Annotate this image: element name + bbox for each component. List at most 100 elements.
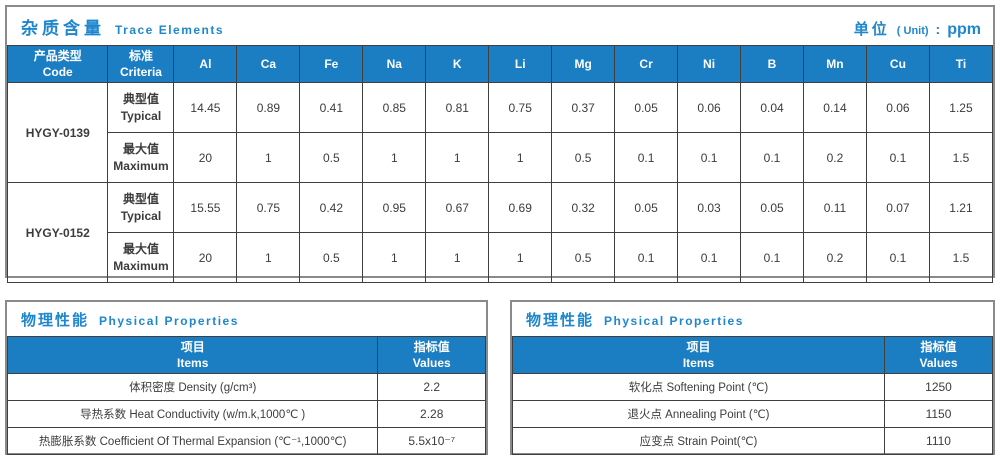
physical-right-header: 物理性能 Physical Properties	[512, 302, 993, 336]
column-header-values-zh: 指标值	[920, 339, 957, 354]
value-cell-ca: 1	[236, 232, 301, 283]
value-cell-ni: 0.06	[677, 82, 742, 133]
criteria-label-zh: 最大值	[122, 242, 159, 257]
value-cell-fe: 0.5	[299, 232, 364, 283]
column-header-values: 指标值 Values	[377, 336, 486, 374]
column-header-element-ni: Ni	[677, 45, 742, 83]
value-cell-al: 15.55	[173, 182, 238, 233]
value-cell-al: 20	[173, 232, 238, 283]
physical-right-title-zh: 物理性能	[526, 312, 595, 329]
trace-table-row: HYGY-0139 典型值 Typical 14.45 0.89 0.41 0.85 0.81…	[6, 82, 994, 183]
value-cell-ti: 1.21	[928, 182, 994, 233]
value-cell-cr: 0.1	[614, 232, 679, 283]
value-cell-li: 1	[488, 132, 553, 183]
unit-colon: :	[935, 21, 941, 37]
property-item-cell: 应变点 Strain Point(℃)	[512, 427, 885, 455]
value-cell-mg: 0.5	[551, 132, 616, 183]
column-header-element-ti: Ti	[928, 45, 994, 83]
value-cell-na: 1	[362, 132, 427, 183]
value-cell-al: 20	[173, 132, 238, 183]
column-header-criteria-en: Criteria	[119, 65, 162, 79]
column-header-items: 项目 Items	[6, 336, 379, 374]
physical-properties-left-panel: 物理性能 Physical Properties 项目 Items 指标值 Va…	[5, 300, 488, 455]
physical-property-row: 软化点 Softening Point (℃) 1250	[512, 373, 993, 401]
column-header-code-zh: 产品类型	[33, 48, 82, 63]
unit-label-zh: 单位	[853, 21, 890, 38]
column-header-element-al: Al	[173, 45, 238, 83]
value-cell-ti: 1.5	[928, 232, 994, 283]
column-header-element-mn: Mn	[802, 45, 867, 83]
column-header-element-cu: Cu	[865, 45, 930, 83]
criteria-label-en: Maximum	[113, 258, 169, 273]
property-item-cell: 热膨胀系数 Coefficient Of Thermal Expansion (…	[6, 427, 379, 455]
physical-property-row: 应变点 Strain Point(℃) 1110	[512, 427, 993, 455]
column-header-values-zh: 指标值	[413, 339, 450, 354]
value-cell-b: 0.1	[740, 232, 804, 283]
value-cell-b: 0.04	[740, 82, 804, 133]
property-item-cell: 退火点 Annealing Point (℃)	[512, 400, 885, 428]
value-cell-ca: 1	[236, 132, 301, 183]
value-cell-cr: 0.1	[614, 132, 679, 183]
trace-table-body: HYGY-0139 典型值 Typical 14.45 0.89 0.41 0.85 0.81…	[6, 82, 994, 283]
value-cell-cu: 0.1	[865, 132, 930, 183]
physical-left-header-row: 项目 Items 指标值 Values	[6, 336, 486, 374]
trace-table-row: 最大值 Maximum 20 1 0.5 1 1 1 0.5 0.1 0.1 0.1 0.2 0.1 1.5	[8, 232, 994, 283]
criteria-label-cell: 最大值 Maximum	[107, 132, 175, 183]
property-value-cell: 1150	[884, 400, 993, 428]
trace-panel-header: 杂质含量 Trace Elements 单位 ( Unit) : ppm	[7, 7, 993, 45]
property-value-cell: 1110	[884, 427, 993, 455]
column-header-element-k: K	[425, 45, 490, 83]
criteria-label-en: Typical	[120, 108, 162, 123]
value-cell-mn: 0.14	[802, 82, 867, 133]
criteria-label-cell: 典型值 Typical	[107, 182, 175, 233]
trace-elements-table: 产品类型 Code 标准 Criteria Al Ca Fe Na K Li Mg Cr Ni B…	[6, 45, 994, 283]
physical-property-row: 体积密度 Density (g/cm³) 2.2	[6, 373, 486, 401]
column-header-items: 项目 Items	[512, 336, 885, 374]
trace-title-zh: 杂质含量	[21, 19, 105, 38]
criteria-label-zh: 最大值	[122, 142, 159, 157]
value-cell-b: 0.1	[740, 132, 804, 183]
value-cell-cu: 0.1	[865, 232, 930, 283]
physical-properties-left-table: 项目 Items 指标值 Values 体积密度 Density (g/cm³)…	[6, 336, 486, 455]
column-header-values-en: Values	[412, 356, 451, 370]
trace-table-header-row: 产品类型 Code 标准 Criteria Al Ca Fe Na K Li Mg Cr Ni B…	[6, 45, 994, 83]
value-cell-li: 1	[488, 232, 553, 283]
value-cell-ti: 1.5	[928, 132, 994, 183]
value-cell-ca: 0.75	[236, 182, 301, 233]
property-value-cell: 2.28	[377, 400, 486, 428]
physical-left-header: 物理性能 Physical Properties	[7, 302, 486, 336]
criteria-label-cell: 典型值 Typical	[107, 82, 175, 133]
value-cell-fe: 0.5	[299, 132, 364, 183]
physical-left-title-en: Physical Properties	[99, 314, 239, 328]
column-header-element-na: Na	[362, 45, 427, 83]
value-cell-na: 1	[362, 232, 427, 283]
value-cell-cr: 0.05	[614, 182, 679, 233]
value-cell-ti: 1.25	[928, 82, 994, 133]
physical-right-header-row: 项目 Items 指标值 Values	[512, 336, 993, 374]
trace-table-row: 最大值 Maximum 20 1 0.5 1 1 1 0.5 0.1 0.1 0.1 0.2 0.1 1.5	[8, 132, 994, 183]
property-value-cell: 2.2	[377, 373, 486, 401]
value-cell-na: 0.95	[362, 182, 427, 233]
trace-table-row: HYGY-0152 典型值 Typical 15.55 0.75 0.42 0.95 0.67…	[6, 182, 994, 283]
column-header-items-zh: 项目	[180, 339, 205, 354]
physical-property-row: 退火点 Annealing Point (℃) 1150	[512, 400, 993, 428]
value-cell-mn: 0.2	[802, 232, 867, 283]
criteria-label-zh: 典型值	[122, 192, 159, 207]
value-cell-ni: 0.1	[677, 232, 742, 283]
value-cell-mg: 0.5	[551, 232, 616, 283]
physical-property-row: 导热系数 Heat Conductivity (w/m.k,1000℃ ) 2.2…	[6, 400, 486, 428]
trace-title-en: Trace Elements	[115, 23, 225, 37]
column-header-element-ca: Ca	[236, 45, 301, 83]
property-item-cell: 导热系数 Heat Conductivity (w/m.k,1000℃ )	[6, 400, 379, 428]
physical-properties-right-panel: 物理性能 Physical Properties 项目 Items 指标值 Va…	[510, 300, 995, 455]
value-cell-cu: 0.07	[865, 182, 930, 233]
value-cell-mg: 0.32	[551, 182, 616, 233]
value-cell-fe: 0.42	[299, 182, 364, 233]
physical-left-title-zh: 物理性能	[21, 312, 90, 329]
value-cell-b: 0.05	[740, 182, 804, 233]
value-cell-k: 0.67	[425, 182, 490, 233]
column-header-element-fe: Fe	[299, 45, 364, 83]
value-cell-ni: 0.03	[677, 182, 742, 233]
value-cell-cr: 0.05	[614, 82, 679, 133]
column-header-element-mg: Mg	[551, 45, 616, 83]
